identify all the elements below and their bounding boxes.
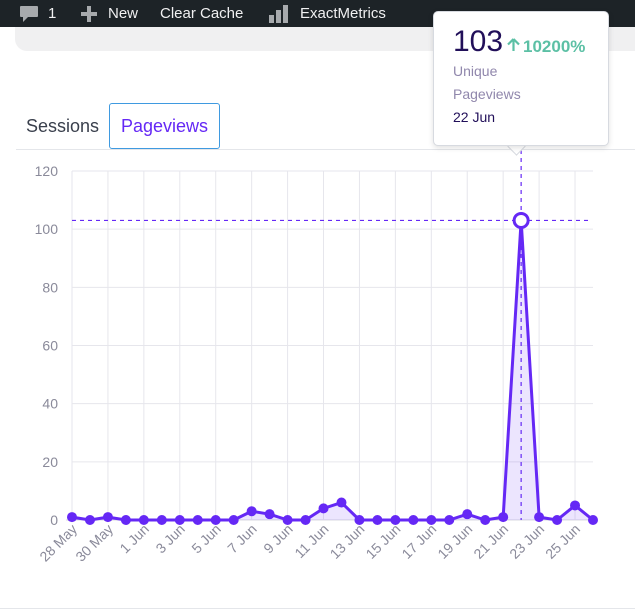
chart-tooltip: 103 10200% Unique Pageviews 22 Jun — [433, 11, 609, 146]
data-point — [354, 515, 365, 525]
x-tick-label: 3 Jun — [152, 521, 188, 557]
data-point — [552, 515, 563, 525]
data-point — [336, 497, 347, 508]
bar-chart-icon — [268, 4, 290, 23]
x-tick-label: 25 Jun — [542, 521, 583, 562]
data-point — [228, 515, 239, 525]
data-point — [462, 509, 473, 520]
x-tick-label: 13 Jun — [327, 521, 368, 562]
data-point — [480, 515, 491, 525]
x-tick-label: 9 Jun — [260, 521, 296, 557]
comments-count: 1 — [48, 5, 57, 22]
data-point — [318, 503, 329, 514]
data-point — [120, 515, 131, 525]
data-point — [408, 515, 419, 525]
tab-sessions[interactable]: Sessions — [25, 115, 100, 136]
data-point — [174, 515, 185, 525]
data-point — [300, 515, 311, 525]
data-point — [246, 506, 257, 517]
clear-cache-button[interactable]: Clear Cache — [160, 0, 243, 27]
data-point-highlighted — [512, 211, 530, 229]
tooltip-metric-label: Pageviews — [453, 86, 521, 102]
new-label: New — [108, 5, 139, 22]
y-tick-label: 120 — [35, 163, 59, 179]
data-point — [84, 515, 95, 525]
x-tick-label: 11 Jun — [291, 521, 331, 561]
data-point — [444, 515, 455, 525]
data-point — [102, 512, 113, 523]
tooltip-metric-label: Unique — [453, 63, 498, 79]
exactmetrics-label: ExactMetrics — [300, 5, 386, 22]
x-tick-label: 1 Jun — [116, 521, 152, 557]
data-point — [192, 515, 203, 525]
data-point — [156, 515, 167, 525]
data-point — [426, 515, 437, 525]
data-point — [534, 512, 545, 523]
clear-cache-label: Clear Cache — [160, 5, 244, 22]
tooltip-value: 103 — [453, 25, 504, 58]
x-tick-label: 28 May — [36, 521, 80, 565]
section-divider — [0, 608, 635, 609]
data-point — [570, 500, 581, 511]
x-tick-label: 5 Jun — [188, 521, 224, 557]
data-point — [138, 515, 149, 525]
x-tick-label: 7 Jun — [224, 521, 260, 557]
y-tick-label: 40 — [42, 396, 58, 412]
data-point — [264, 509, 275, 520]
y-tick-label: 0 — [50, 512, 58, 528]
arrow-up-icon — [507, 37, 523, 57]
tooltip-date: 22 Jun — [453, 109, 496, 125]
comments-menu[interactable]: 1 — [19, 0, 56, 27]
data-point — [282, 515, 293, 525]
tooltip-change: 10200% — [507, 37, 585, 57]
y-tick-label: 20 — [42, 454, 58, 470]
x-tick-label: 30 May — [72, 521, 116, 565]
data-point — [67, 512, 77, 523]
y-tick-label: 100 — [35, 221, 59, 237]
plus-icon — [80, 5, 98, 23]
y-tick-label: 80 — [42, 279, 58, 295]
x-tick-label: 17 Jun — [398, 521, 439, 562]
x-tick-label: 15 Jun — [362, 521, 403, 562]
data-point — [498, 512, 509, 523]
x-tick-label: 19 Jun — [434, 521, 475, 562]
exactmetrics-menu[interactable]: ExactMetrics — [268, 0, 386, 27]
x-tick-label: 23 Jun — [506, 521, 547, 562]
tabs-divider — [16, 149, 635, 150]
tooltip-change-value: 10200% — [523, 37, 586, 56]
new-content-menu[interactable]: New — [80, 0, 138, 27]
tab-pageviews[interactable]: Pageviews — [109, 103, 220, 149]
data-point — [372, 515, 383, 525]
series-area — [72, 220, 593, 521]
y-tick-label: 60 — [42, 338, 58, 354]
x-tick-label: 21 Jun — [470, 521, 511, 562]
comment-icon — [19, 5, 39, 23]
data-point — [390, 515, 401, 525]
data-point — [588, 515, 598, 525]
data-point — [210, 515, 221, 525]
